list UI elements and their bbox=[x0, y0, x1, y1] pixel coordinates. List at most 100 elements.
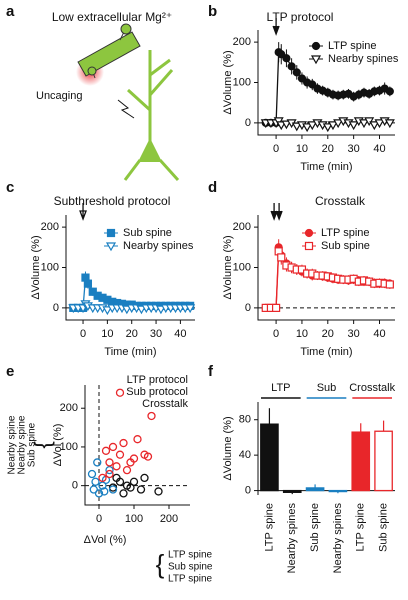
data-point bbox=[385, 87, 394, 96]
x-tick-label: 0 bbox=[96, 513, 102, 525]
scatter-point bbox=[105, 458, 114, 467]
x-tick-label: 0 bbox=[80, 328, 86, 340]
legend-marker bbox=[106, 228, 116, 238]
x-label-part: LTP spine bbox=[168, 550, 213, 561]
data-point bbox=[302, 123, 313, 133]
diagram-title: Low extracellular Mg²⁺ bbox=[52, 10, 172, 24]
chart-title: Crosstalk bbox=[315, 194, 366, 208]
scatter-point bbox=[108, 485, 118, 494]
y-tick-label: 80 bbox=[239, 414, 251, 426]
x-label-part: LTP spine bbox=[168, 574, 213, 585]
axes bbox=[257, 215, 395, 321]
stimulus-arrow bbox=[79, 203, 87, 221]
x-label-part: Sub spine bbox=[168, 562, 213, 573]
x-tick-label: 200 bbox=[160, 513, 178, 525]
data-point bbox=[369, 121, 380, 131]
scatter-point bbox=[122, 466, 132, 475]
x-tick-label: LTP spine bbox=[263, 503, 275, 552]
bar bbox=[305, 487, 325, 492]
legend-label: Sub spine bbox=[123, 227, 172, 239]
y-tick-label: 100 bbox=[60, 441, 78, 453]
uncaging-label: Uncaging bbox=[36, 90, 82, 102]
bar bbox=[282, 489, 302, 493]
scatter-point bbox=[87, 469, 97, 479]
x-tick-label: LTP spine bbox=[355, 503, 367, 552]
x-axis-label: ΔVol (%) bbox=[84, 534, 127, 546]
x-tick-label: 20 bbox=[126, 328, 138, 340]
scatter-point bbox=[105, 469, 114, 479]
scatter-point bbox=[100, 487, 109, 496]
y-axis-label: ΔVolume (%) bbox=[222, 50, 234, 114]
data-point bbox=[374, 119, 385, 129]
data-point bbox=[83, 279, 93, 288]
legend-marker bbox=[304, 241, 314, 251]
y-tick-label: 0 bbox=[245, 302, 251, 314]
brace: { bbox=[156, 549, 165, 579]
bar bbox=[328, 489, 348, 493]
legend-label: LTP protocol bbox=[127, 374, 188, 386]
y-tick-label: 100 bbox=[233, 76, 251, 88]
x-tick-label: 40 bbox=[373, 143, 385, 155]
scatter-point bbox=[115, 450, 125, 459]
data-point bbox=[322, 123, 333, 133]
data-point bbox=[277, 50, 286, 59]
legend-marker bbox=[310, 55, 322, 65]
panel-letter: c bbox=[6, 179, 14, 196]
x-tick-label: 40 bbox=[174, 328, 186, 340]
scatter-point bbox=[154, 487, 163, 496]
x-tick-label: Nearby spines bbox=[286, 503, 298, 574]
y-tick-label: 40 bbox=[239, 449, 251, 461]
data-point bbox=[348, 121, 359, 131]
y-tick-label: 0 bbox=[53, 302, 59, 314]
x-tick-label: 10 bbox=[296, 143, 308, 155]
data-point bbox=[307, 121, 318, 131]
x-axis-label: Time (min) bbox=[300, 346, 352, 358]
stimulus-arrow bbox=[270, 203, 278, 221]
bar bbox=[374, 430, 393, 492]
y-tick-label: 0 bbox=[245, 484, 251, 496]
x-tick-label: 30 bbox=[150, 328, 162, 340]
legend-marker bbox=[311, 41, 321, 51]
stimulus-arrow bbox=[272, 18, 280, 36]
y-axis-label: ΔVolume (%) bbox=[222, 235, 234, 299]
x-tick-label: 10 bbox=[101, 328, 113, 340]
data-point bbox=[185, 304, 196, 314]
group-label: Crosstalk bbox=[349, 382, 395, 394]
x-tick-label: 30 bbox=[348, 143, 360, 155]
bar bbox=[351, 431, 371, 492]
scatter-point bbox=[119, 438, 128, 448]
scatter-point bbox=[126, 483, 135, 492]
scatter-point bbox=[140, 473, 149, 483]
scatter-point bbox=[115, 388, 125, 397]
x-axis-label: Time (min) bbox=[104, 346, 156, 358]
legend-label: Nearby spines bbox=[123, 240, 194, 252]
y-tick-label: 0 bbox=[245, 117, 251, 129]
scatter-point bbox=[129, 454, 139, 463]
stimulus-arrow bbox=[275, 203, 283, 221]
y-tick-label: 0 bbox=[72, 480, 78, 492]
x-tick-label: Sub spine bbox=[377, 503, 389, 552]
legend-label: LTP spine bbox=[328, 40, 377, 52]
scatter-point bbox=[147, 411, 156, 421]
y-tick-label: 200 bbox=[233, 36, 251, 48]
legend-marker bbox=[105, 242, 117, 252]
x-tick-label: 0 bbox=[273, 143, 279, 155]
x-tick-label: 100 bbox=[125, 513, 143, 525]
group-label: Sub bbox=[317, 382, 337, 394]
y-label-part: Nearby spine bbox=[17, 415, 28, 474]
y-tick-label: 100 bbox=[41, 261, 59, 273]
data-point bbox=[292, 68, 301, 77]
data-point bbox=[102, 306, 113, 316]
y-axis-label: ΔVolume (%) bbox=[30, 235, 42, 299]
data-point bbox=[281, 120, 292, 130]
legend-label: LTP spine bbox=[321, 227, 370, 239]
legend-marker bbox=[304, 228, 314, 238]
group-label: LTP bbox=[271, 382, 290, 394]
scatter-point bbox=[143, 452, 153, 461]
y-tick-label: 200 bbox=[233, 221, 251, 233]
scatter-point bbox=[112, 462, 121, 471]
scatter-point bbox=[119, 489, 128, 498]
legend-label: Nearby spines bbox=[328, 53, 399, 65]
scatter-point bbox=[105, 466, 114, 475]
